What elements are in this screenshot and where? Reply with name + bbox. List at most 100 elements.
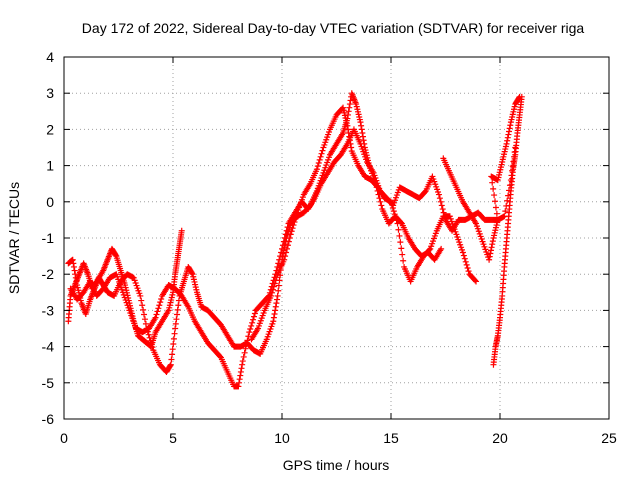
data-point [236,376,243,383]
data-point [290,222,297,229]
data-point [488,244,495,251]
data-point [293,212,300,219]
data-point [250,316,257,323]
y-tick-label: -1 [42,230,55,246]
data-point [345,108,352,115]
y-tick-label: 0 [46,194,54,210]
data-point [487,247,494,254]
data-point [237,368,244,375]
data-point [357,119,364,126]
data-point [393,217,400,224]
data-point [316,156,323,163]
data-point [318,150,325,157]
data-point [274,296,281,303]
data-point [270,318,277,325]
data-point [359,130,366,137]
data-point [274,263,281,270]
data-point [178,227,185,234]
data-point [270,314,277,321]
data-point [397,239,404,246]
data-point [138,297,145,304]
data-point [168,356,175,363]
data-point [268,292,275,299]
data-point [112,252,119,259]
data-point [167,362,174,369]
data-point [247,326,254,333]
data-point [465,268,472,275]
data-point [243,341,250,348]
data-point [242,345,249,352]
data-point [487,250,494,257]
data-point [274,292,281,299]
data-point [489,179,496,186]
data-point [137,292,144,299]
data-point [388,198,394,205]
data-point [346,133,353,140]
data-point [348,144,355,151]
data-point [272,307,279,314]
data-point [272,303,279,310]
data-points-layer [65,90,525,390]
data-point [275,282,282,289]
data-point [489,238,496,245]
data-point [492,198,499,205]
data-point [493,210,500,217]
data-point [172,320,179,327]
y-tick-label: -3 [42,302,55,318]
data-point [239,358,246,365]
data-point [396,232,403,239]
data-point [69,256,76,263]
data-point [141,316,148,323]
data-point [491,192,498,199]
data-point [507,122,514,129]
data-point [506,125,513,132]
data-point [398,245,405,252]
y-tick-label: 4 [46,49,54,65]
data-point [492,204,499,211]
data-point [248,322,255,329]
data-point [175,302,182,309]
data-point [391,211,398,218]
data-point [71,267,78,274]
data-point [158,296,165,303]
data-point [251,310,258,317]
data-point [486,253,493,260]
data-point [388,201,395,208]
data-point [172,325,179,332]
data-point [505,131,512,138]
data-point [421,188,428,195]
data-point [319,147,326,154]
data-point [149,344,156,351]
data-point [271,280,278,287]
data-point [397,219,404,226]
data-point [72,274,79,281]
data-point [489,241,496,248]
data-point [250,313,257,320]
x-tick-label: 10 [274,430,290,446]
data-point [285,238,292,245]
data-point [314,163,321,170]
data-point [437,198,444,205]
x-tick-label: 5 [169,430,177,446]
data-point [153,311,160,318]
data-point [174,306,181,313]
chart-title: Day 172 of 2022, Sidereal Day-to-day VTE… [82,20,585,36]
data-point [494,216,501,223]
data-point [169,346,176,353]
data-point [436,195,443,202]
data-point [281,256,288,263]
y-tick-label: 3 [46,85,54,101]
x-tick-label: 20 [492,430,508,446]
data-point [390,208,397,215]
data-point [503,140,510,147]
y-tick-label: -4 [42,339,55,355]
data-point [459,249,466,256]
data-point [490,185,497,192]
data-point [283,245,290,252]
data-point [240,353,247,360]
data-point [145,331,152,338]
data-point [141,311,148,318]
data-point [70,260,77,267]
data-point [486,256,493,263]
